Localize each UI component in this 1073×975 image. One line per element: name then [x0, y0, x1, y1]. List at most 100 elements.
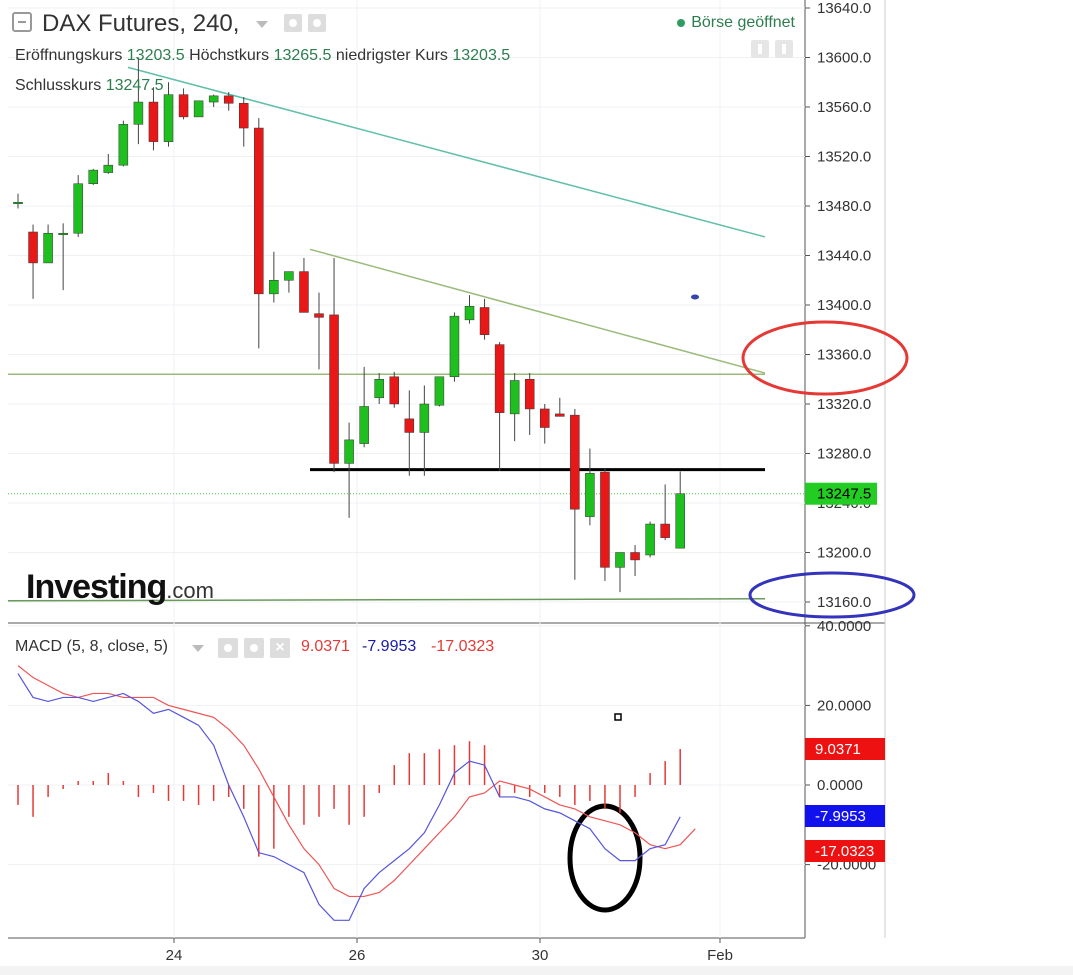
macd-gear-icon[interactable]	[244, 638, 264, 658]
close-row: Schlusskurs 13247.5	[15, 77, 164, 95]
macd-y-tick-label: 0.0000	[817, 777, 863, 794]
y-tick-label: 13640.0	[817, 0, 871, 17]
investing-logo: Investing.com	[26, 568, 214, 607]
candle-body	[479, 307, 490, 335]
candle-body	[284, 271, 294, 281]
y-tick-label: 13400.0	[817, 297, 871, 314]
candle-body	[555, 413, 565, 417]
black-square-marker	[614, 713, 622, 721]
blue-dot-marker	[691, 294, 699, 300]
low-label: niedrigster Kurs	[335, 47, 448, 64]
collapse-icon[interactable]	[12, 12, 32, 32]
close-label: Schlusskurs	[15, 77, 102, 94]
macd-close-icon[interactable]: ×	[270, 638, 290, 658]
x-tick-label: Feb	[707, 947, 733, 964]
candle-body	[314, 313, 324, 318]
high-label: Höchstkurs	[189, 47, 270, 64]
macd-signal-value: -17.0323	[431, 638, 495, 655]
macd-line-tag-label: -7.9953	[815, 808, 866, 825]
macd-chevron-down-icon[interactable]	[192, 645, 204, 652]
low-value: 13203.5	[452, 47, 511, 64]
y-tick-label: 13360.0	[817, 347, 871, 364]
y-tick-label: 13560.0	[817, 99, 871, 116]
gear-icon[interactable]	[308, 14, 326, 32]
candle-body	[208, 95, 219, 103]
blue-ellipse-annotation	[748, 571, 916, 619]
arrow-down-icon[interactable]	[751, 40, 769, 58]
open-label: Eröffnungskurs	[15, 47, 123, 64]
candle-body	[178, 94, 189, 118]
close-value: 13247.5	[105, 77, 164, 94]
candle-body	[509, 380, 520, 415]
market-status: Börse geöffnet	[677, 14, 795, 32]
candle-body	[329, 314, 339, 464]
candle-body	[118, 124, 129, 166]
candle-body	[449, 315, 460, 378]
candle-body	[13, 202, 23, 205]
y-tick-label: 13520.0	[817, 149, 871, 166]
candle-body	[389, 376, 399, 405]
candle-body	[133, 101, 144, 125]
macd-hist-tag-label: 9.0371	[815, 741, 861, 758]
candle-body	[88, 169, 98, 184]
candle-body	[359, 406, 369, 444]
candle-body	[630, 552, 640, 561]
candle-body	[58, 232, 68, 235]
candle-body	[615, 552, 625, 568]
candle-body	[193, 100, 204, 118]
x-tick-label: 30	[532, 947, 549, 964]
candle-body	[374, 379, 384, 399]
candle-body	[28, 231, 38, 264]
trendline-upper	[127, 66, 766, 238]
candle-body	[675, 493, 685, 549]
bottom-line	[7, 598, 766, 602]
high-value: 13265.5	[273, 47, 332, 64]
more-icon[interactable]	[775, 40, 793, 58]
candle-body	[254, 127, 264, 295]
candle-body	[540, 408, 550, 428]
candle-body	[239, 103, 249, 129]
macd-hist-tag	[805, 738, 885, 760]
macd-title: MACD (5, 8, close, 5)	[15, 638, 168, 655]
x-tick-label: 24	[166, 947, 183, 964]
logo-suffix: .com	[166, 578, 214, 603]
eye-icon[interactable]	[284, 14, 302, 32]
logo-main: Investing	[26, 568, 167, 606]
y-tick-label: 13320.0	[817, 396, 871, 413]
red-ellipse-annotation	[741, 320, 909, 396]
candle-body	[148, 101, 159, 142]
y-tick-label: 13280.0	[817, 446, 871, 463]
candle-body	[434, 376, 445, 406]
macd-signal-tag	[805, 840, 885, 862]
chart-title: DAX Futures, 240,	[42, 10, 240, 37]
macd-line-tag	[805, 805, 885, 827]
y-tick-label: 13600.0	[817, 50, 871, 67]
candle-body	[645, 523, 655, 556]
candle-body	[585, 473, 595, 517]
candle-body	[43, 232, 53, 264]
candle-body	[404, 418, 415, 433]
macd-signal-tag-label: -17.0323	[815, 843, 874, 860]
trendline-lower	[309, 248, 766, 374]
candle-body	[223, 95, 234, 104]
chevron-down-icon[interactable]	[256, 21, 268, 28]
macd-line	[17, 673, 681, 921]
candle-body	[344, 439, 354, 464]
candle-body	[464, 305, 475, 321]
y-tick-label: 13160.0	[817, 594, 871, 611]
y-tick-label: 13200.0	[817, 545, 871, 562]
macd-y-tick-label: 20.0000	[817, 697, 871, 714]
candle-body	[524, 379, 535, 410]
macd-eye-icon[interactable]	[218, 638, 238, 658]
status-label: Börse geöffnet	[691, 14, 795, 31]
candle-body	[103, 164, 114, 173]
status-dot-icon	[677, 18, 686, 27]
candle-body	[73, 183, 83, 234]
candle-body	[494, 344, 505, 413]
candle-body	[299, 271, 309, 313]
candle-body	[269, 280, 279, 295]
macd-y-tick-label: 40.0000	[817, 618, 871, 635]
last-price-tag-label: 13247.5	[817, 486, 871, 503]
ohlc-row: Eröffnungskurs 13203.5 Höchstkurs 13265.…	[15, 47, 510, 65]
